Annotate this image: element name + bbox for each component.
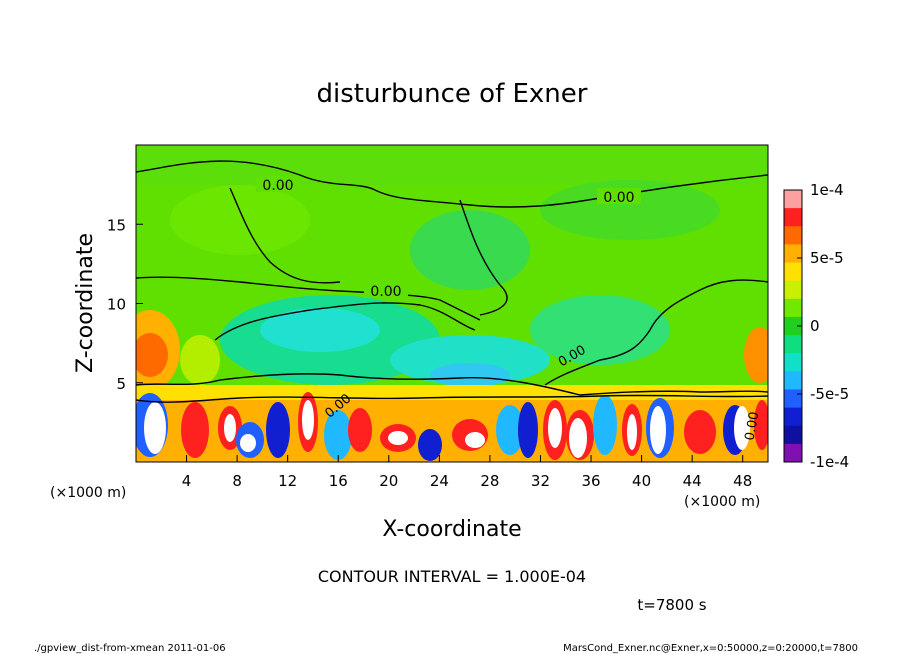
colorbar-swatch xyxy=(784,353,802,372)
footer-right: MarsCond_Exner.nc@Exner,x=0:50000,z=0:20… xyxy=(563,643,858,654)
colorbar-swatch xyxy=(784,335,802,354)
x-tick-label: 8 xyxy=(232,472,242,490)
bottom-cells xyxy=(136,392,768,461)
heatmap-field: 0.00 0.00 0.00 0.00 0.00 0.00 xyxy=(136,145,768,462)
x-tick-label: 32 xyxy=(531,472,550,490)
colorbar-swatch xyxy=(784,443,802,463)
colorbar-swatch xyxy=(784,371,802,390)
x-tick-label: 24 xyxy=(430,472,449,490)
y-axis: 5 10 15 xyxy=(107,216,143,393)
contour-label: 0.00 xyxy=(603,190,634,206)
colorbar-swatch xyxy=(784,208,802,227)
colorbar-swatch xyxy=(784,262,802,282)
x-tick-label: 48 xyxy=(733,472,752,490)
colorbar-swatch xyxy=(784,244,802,264)
x-tick-label: 36 xyxy=(581,472,600,490)
y-tick-label: 15 xyxy=(107,216,126,234)
colorbar-tick-label: -5e-5 xyxy=(810,385,849,403)
x-tick-label: 12 xyxy=(278,472,297,490)
x-unit-right: (×1000 m) xyxy=(684,494,760,510)
colorbar-swatch xyxy=(784,316,802,336)
colorbar-swatch xyxy=(784,280,802,300)
x-tick-label: 4 xyxy=(182,472,192,490)
colorbar-swatch xyxy=(784,389,802,409)
y-tick-label: 10 xyxy=(107,296,126,314)
x-tick-label: 40 xyxy=(632,472,651,490)
x-tick-label: 20 xyxy=(379,472,398,490)
colorbar-swatch xyxy=(784,425,802,445)
x-tick-label: 28 xyxy=(480,472,499,490)
colorbar-tick-label: 5e-5 xyxy=(810,249,844,267)
colorbar-swatch xyxy=(784,298,802,318)
chart-title: disturbunce of Exner xyxy=(317,79,588,109)
x-unit-left: (×1000 m) xyxy=(50,485,126,501)
footer-left: ./gpview_dist-from-xmean 2011-01-06 xyxy=(34,643,226,654)
y-axis-label: Z-coordinate xyxy=(73,233,98,373)
contour-interval-text: CONTOUR INTERVAL = 1.000E-04 xyxy=(318,567,586,586)
y-tick-label: 5 xyxy=(116,375,126,393)
x-axis-label: X-coordinate xyxy=(382,517,521,542)
contour-label: 0.00 xyxy=(743,411,763,442)
colorbar-swatch xyxy=(784,226,802,245)
colorbar-swatch xyxy=(784,407,802,427)
colorbar: 1e-4 5e-5 0 -5e-5 -1e-4 xyxy=(783,181,849,471)
colorbar-tick-label: -1e-4 xyxy=(810,453,849,471)
x-tick-label: 16 xyxy=(329,472,348,490)
x-axis: 4 8 12 16 20 24 28 32 36 40 44 48 xyxy=(182,455,752,490)
contour-label: 0.00 xyxy=(262,178,293,194)
contour-label: 0.00 xyxy=(370,284,401,300)
x-tick-label: 44 xyxy=(683,472,702,490)
colorbar-tick-label: 0 xyxy=(810,317,820,335)
colorbar-swatch xyxy=(784,190,802,209)
time-text: t=7800 s xyxy=(637,596,706,614)
colorbar-tick-label: 1e-4 xyxy=(810,181,844,199)
